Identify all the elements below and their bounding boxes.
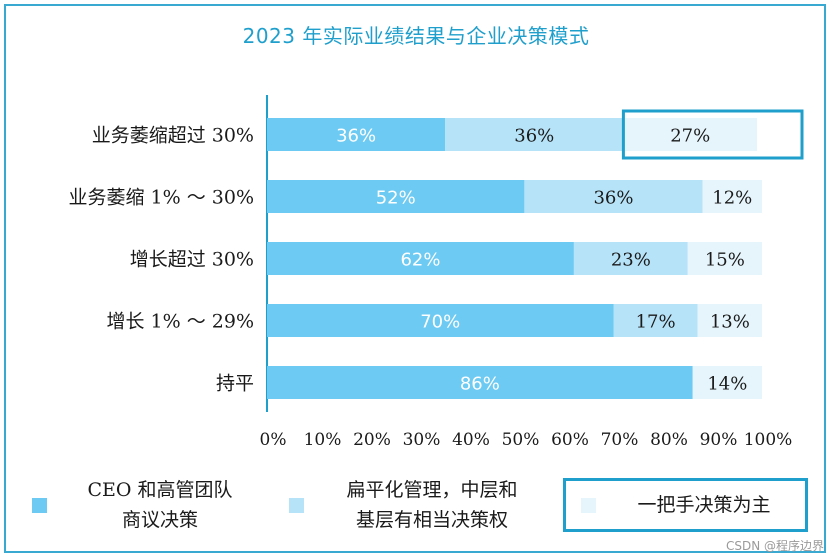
x-tick-label: 50% <box>502 430 540 450</box>
data-label: 52% <box>376 188 416 209</box>
x-tick-label: 10% <box>304 430 342 450</box>
legend-label-1-line1: CEO 和高管团队 <box>87 479 233 501</box>
bar-segment-series-3 <box>692 366 762 399</box>
highlight-box <box>621 109 804 160</box>
data-label: 36% <box>514 126 554 147</box>
bar-segment-series-1 <box>267 242 574 275</box>
data-label: 23% <box>611 250 651 271</box>
legend-label-1-line2: 商议决策 <box>121 509 198 531</box>
bar-segment-series-2 <box>613 304 698 337</box>
bar-segment-series-1 <box>267 366 693 399</box>
data-label: 14% <box>707 374 747 395</box>
data-label: 36% <box>593 188 633 209</box>
data-label: 17% <box>636 312 676 333</box>
bar-segment-series-3 <box>697 304 762 337</box>
bar-segment-series-1 <box>267 180 525 213</box>
bar-segment-series-3 <box>702 180 762 213</box>
chart-frame <box>4 4 826 553</box>
legend-label-2-line2: 基层有相当决策权 <box>355 509 508 531</box>
bar-segment-series-3 <box>623 118 758 151</box>
data-label: 13% <box>710 312 750 333</box>
x-tick-label: 20% <box>353 430 391 450</box>
legend-label-3: 一把手决策为主 <box>604 490 804 520</box>
legend-swatch-2 <box>289 498 304 513</box>
bar-chart: 业务萎缩超过 30% 36% 36% 27% 业务萎缩 1% ～ 30% 52% 36% 12… <box>69 95 804 450</box>
data-label: 70% <box>420 312 460 333</box>
legend-label-2-line1: 扁平化管理，中层和 <box>346 479 518 501</box>
data-label: 86% <box>460 374 500 395</box>
category-label: 增长超过 30% <box>130 249 254 271</box>
x-tick-label: 80% <box>650 430 688 450</box>
x-tick-label: 40% <box>452 430 490 450</box>
category-label: 业务萎缩 1% ～ 30% <box>69 187 255 209</box>
x-tick-label: 60% <box>551 430 589 450</box>
x-tick-label: 90% <box>700 430 738 450</box>
category-label: 业务萎缩超过 30% <box>92 125 254 147</box>
legend-label-2: 扁平化管理，中层和 基层有相当决策权 <box>312 475 552 535</box>
data-label: 15% <box>705 250 745 271</box>
bar-segment-series-3 <box>687 242 762 275</box>
legend-highlight-box <box>563 478 808 532</box>
bar-segment-series-2 <box>445 118 624 151</box>
legend-swatch-3 <box>581 498 596 513</box>
legend-label-1: CEO 和高管团队 商议决策 <box>55 475 265 535</box>
category-label: 增长 1% ～ 29% <box>107 311 255 333</box>
category-label: 持平 <box>216 373 254 395</box>
bar-segment-series-1 <box>267 118 446 151</box>
x-tick-label: 30% <box>403 430 441 450</box>
data-label: 12% <box>712 188 752 209</box>
x-tick-label: 100% <box>744 430 793 450</box>
data-label: 62% <box>400 250 440 271</box>
x-tick-label: 70% <box>601 430 639 450</box>
data-label: 36% <box>336 126 376 147</box>
bar-segment-series-1 <box>267 304 614 337</box>
watermark: CSDN @程序边界 <box>725 539 824 553</box>
legend-swatch-1 <box>32 498 47 513</box>
chart-title: 2023 年实际业绩结果与企业决策模式 <box>242 24 590 48</box>
x-tick-label: 0% <box>260 430 287 450</box>
bar-segment-series-2 <box>524 180 703 213</box>
data-label: 27% <box>670 126 710 147</box>
bar-segment-series-2 <box>573 242 688 275</box>
legend-label-3-line1: 一把手决策为主 <box>637 494 771 516</box>
